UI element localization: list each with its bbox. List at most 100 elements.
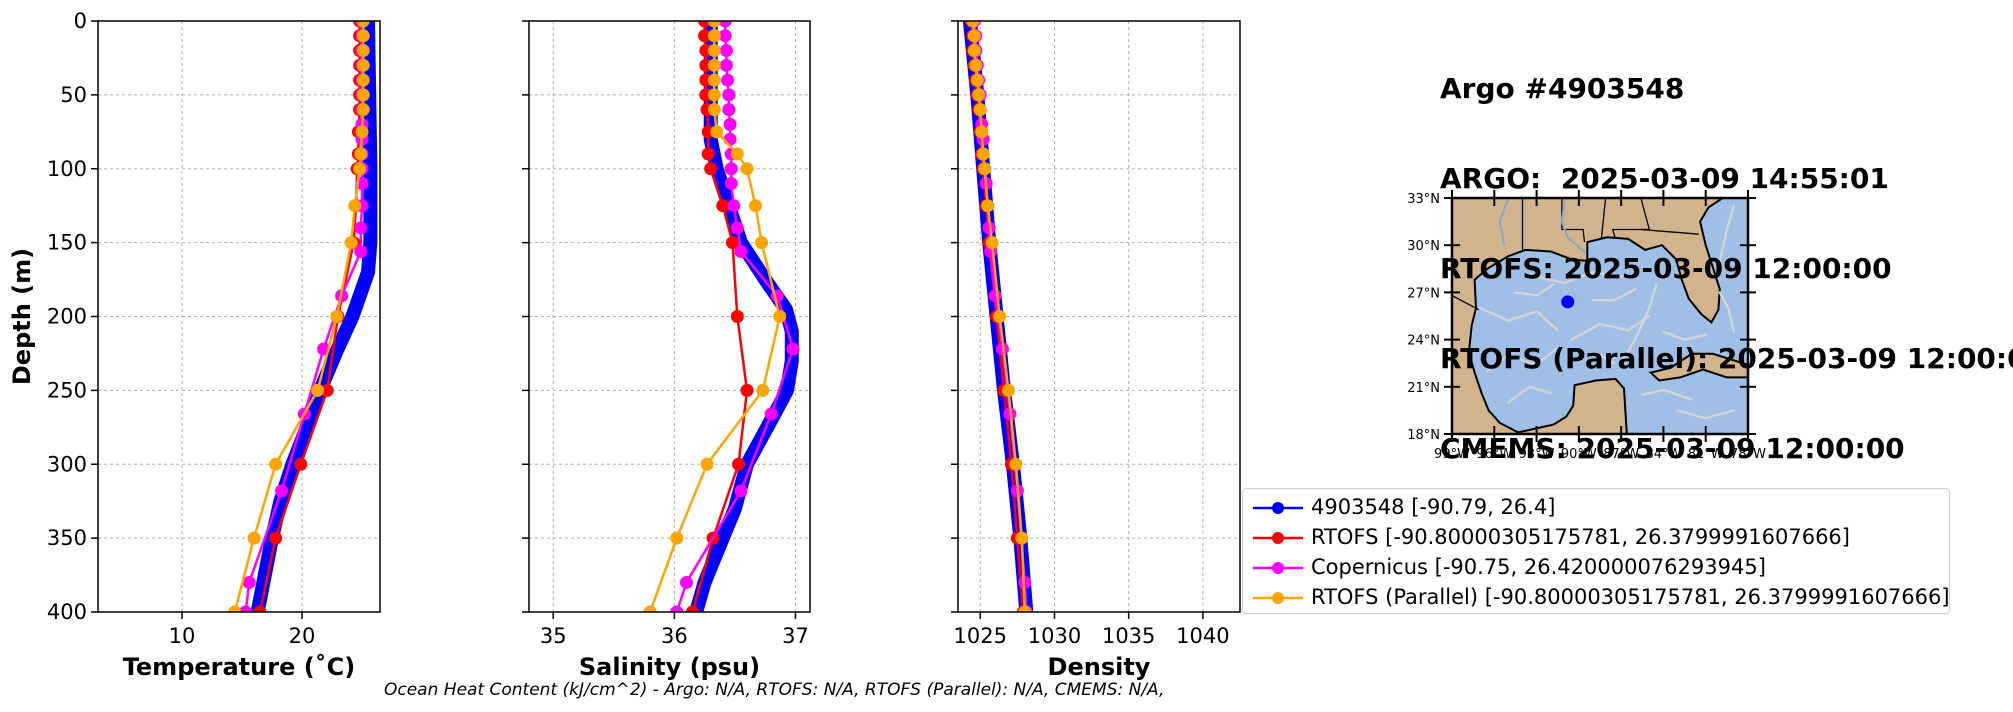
map-lat-label: 21°N — [1407, 381, 1440, 396]
series-point-copernicus — [670, 605, 684, 612]
y-tick-label: 200 — [47, 305, 87, 329]
legend-label-rtofs: RTOFS [-90.80000305175781, 26.3799991607… — [1311, 525, 1850, 549]
series-point-copernicus — [727, 199, 741, 213]
series-point-copernicus — [724, 177, 738, 191]
legend-label-copernicus: Copernicus [-90.75, 26.420000076293945] — [1311, 555, 1766, 579]
profile-panel-2: 35 36 37 Salinity (psu) — [522, 20, 811, 681]
series-point-parallel — [356, 58, 370, 72]
cuba-island — [1648, 352, 1748, 382]
series-point-parallel — [354, 147, 368, 161]
series-point-copernicus — [722, 88, 736, 102]
series-point-parallel — [670, 531, 684, 545]
series-point-parallel — [748, 199, 762, 213]
series-point-rtofs — [704, 162, 718, 176]
series-point-copernicus — [718, 21, 732, 28]
series-line-argo — [250, 21, 378, 612]
series-point-parallel — [643, 605, 657, 612]
series-point-parallel — [707, 58, 721, 72]
state-border — [1452, 294, 1480, 311]
state-border — [1600, 198, 1607, 239]
current-streamline — [1535, 270, 1623, 285]
series-point-copernicus — [679, 575, 693, 589]
argo-time: ARGO: 2025-03-09 14:55:01 — [1440, 162, 1889, 195]
series-point-parallel — [228, 605, 242, 612]
x-axis-label: Density — [1048, 653, 1151, 681]
series-point-parallel — [356, 88, 370, 102]
state-border — [1611, 198, 1651, 240]
cmems-time: CMEMS: 2025-03-09 12:00:00 — [1440, 432, 1905, 465]
river — [1560, 198, 1587, 254]
y-tick-label: 0 — [74, 9, 87, 33]
series-point-parallel — [1001, 383, 1015, 397]
legend-item-rtofs-parallel: RTOFS (Parallel) [-90.80000305175781, 26… — [1243, 583, 1950, 613]
series-point-copernicus — [730, 221, 744, 235]
series-point-parallel — [707, 29, 721, 43]
current-streamline — [1591, 288, 1637, 302]
current-streamline — [1718, 291, 1736, 333]
map-lon-label: 84°W — [1645, 447, 1681, 462]
series-point-parallel — [707, 88, 721, 102]
current-streamline — [1478, 306, 1559, 332]
map-lon-label: 78°W — [1730, 447, 1766, 462]
ohc-footer: Ocean Heat Content (kJ/cm^2) - Argo: N/A… — [384, 680, 1165, 700]
map-lon-label: 81°W — [1688, 447, 1724, 462]
series-point-parallel — [356, 103, 370, 117]
float-title: Argo #4903548 — [1440, 72, 1685, 105]
series-point-parallel — [973, 103, 987, 117]
series-point-parallel — [970, 73, 984, 87]
series-point-copernicus — [723, 132, 737, 146]
current-streamline — [1485, 346, 1559, 373]
series-point-copernicus — [734, 484, 748, 498]
series-point-parallel — [993, 310, 1007, 323]
y-tick-label: 50 — [60, 83, 87, 107]
series-point-parallel — [353, 162, 367, 176]
float-location-marker — [1561, 295, 1575, 309]
series-point-parallel — [707, 73, 721, 87]
series-point-rtofs — [686, 605, 700, 612]
series-point-parallel — [756, 383, 770, 397]
map-lon-label: 96°W — [1476, 447, 1512, 462]
series-point-rtofs — [732, 457, 746, 471]
series-point-rtofs — [253, 605, 267, 612]
series-point-parallel — [356, 73, 370, 87]
profile-panel-3: 1025 1030 1035 1040 Density — [951, 20, 1241, 681]
series-point-rtofs — [294, 457, 308, 471]
series-point-copernicus — [721, 73, 735, 87]
series-point-parallel — [969, 58, 983, 72]
x-tick-label: 35 — [540, 624, 567, 648]
series-point-parallel — [330, 310, 344, 323]
legend-item-copernicus: Copernicus [-90.75, 26.420000076293945] — [1243, 553, 1949, 583]
river — [1498, 198, 1510, 246]
series-point-parallel — [755, 236, 769, 250]
series-point-parallel — [269, 457, 283, 471]
legend: 4903548 [-90.79, 26.4] RTOFS [-90.800003… — [1242, 488, 1950, 614]
series-point-rtofs — [701, 147, 715, 161]
series-point-copernicus — [354, 221, 368, 235]
series-point-rtofs — [269, 531, 283, 545]
float-info-block: Argo #4903548 ARGO: 2025-03-09 14:55:01 … — [1440, 14, 2013, 494]
current-streamline — [1598, 354, 1616, 365]
series-point-parallel — [1009, 457, 1023, 471]
map-body — [1452, 198, 1748, 434]
series-group — [962, 21, 1034, 612]
series-point-copernicus — [242, 575, 256, 589]
series-point-parallel — [247, 531, 261, 545]
series-point-rtofs — [716, 199, 730, 213]
legend-marker-rtofs — [1253, 532, 1303, 544]
y-axis-label: Depth (m) — [8, 248, 36, 385]
series-point-rtofs — [725, 236, 739, 250]
series-point-copernicus — [719, 58, 733, 72]
series-point-parallel — [311, 383, 325, 397]
current-streamline — [1676, 409, 1736, 420]
series-point-parallel — [707, 103, 721, 117]
series-point-parallel — [967, 44, 981, 58]
series-point-parallel — [356, 29, 370, 43]
series-point-parallel — [707, 44, 721, 58]
series-point-parallel — [773, 310, 787, 323]
legend-marker-rtofs-parallel — [1253, 592, 1303, 604]
series-point-parallel — [707, 21, 721, 28]
x-tick-label: 37 — [782, 624, 809, 648]
series-point-copernicus — [734, 244, 748, 258]
series-point-rtofs — [320, 383, 334, 397]
